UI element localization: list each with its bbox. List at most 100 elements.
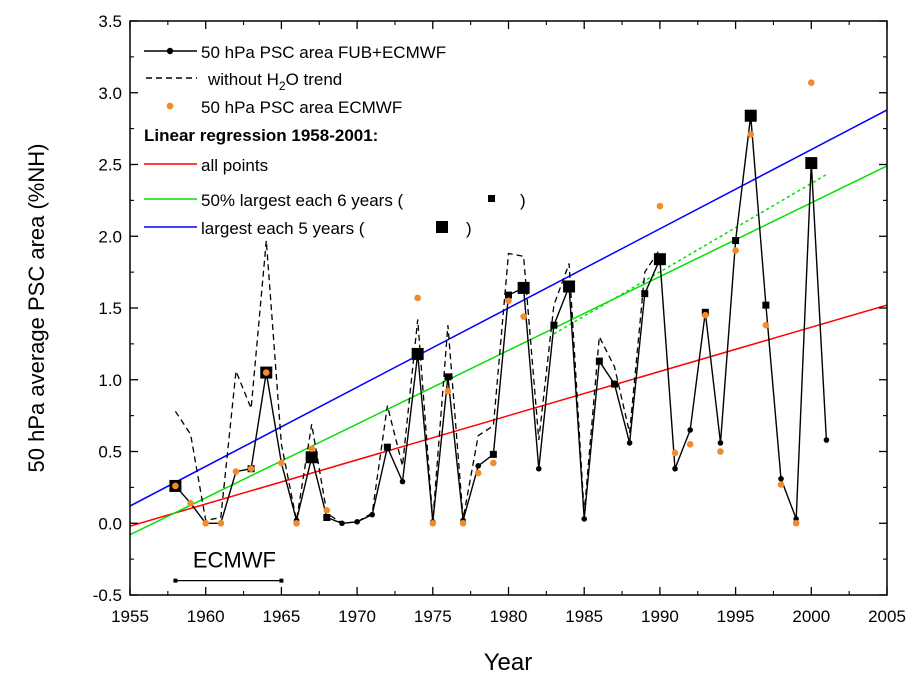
- ecmwf-point: [792, 519, 800, 527]
- legend-label-all-points: all points: [201, 156, 268, 175]
- largest6-marker: [323, 514, 331, 522]
- fub-point: [369, 511, 376, 518]
- legend-marker-ecmwf: [166, 102, 174, 110]
- x-tick-label-1975: 1975: [414, 607, 452, 626]
- fub-point: [672, 465, 678, 472]
- y-tick-label-0.5: 0.5: [98, 443, 122, 462]
- data-series: [169, 79, 830, 527]
- ecmwf-point: [656, 202, 664, 210]
- fub-point: [354, 519, 360, 525]
- largest6-marker: [610, 380, 618, 388]
- y-tick-label-2.0: 2.0: [98, 227, 122, 246]
- ecmwf-point: [444, 387, 452, 395]
- legend-label-largest5: largest each 5 years (: [201, 219, 365, 238]
- ecmwf-point: [490, 459, 497, 467]
- ecmwf-period-annotation: ECMWF: [173, 548, 284, 583]
- ecmwf-point: [702, 311, 709, 319]
- ecmwf-point: [459, 519, 467, 527]
- ecmwf-point: [747, 131, 755, 138]
- fub-point: [535, 465, 542, 472]
- y-axis-label: 50 hPa average PSC area (%NH): [24, 144, 49, 473]
- ecmwf-point: [187, 499, 194, 507]
- fub-point: [339, 520, 345, 527]
- x-tick-label-1985: 1985: [565, 607, 603, 626]
- legend: 50 hPa PSC area FUB+ECMWF without H2O tr…: [144, 43, 526, 238]
- regression-largest6: [130, 165, 887, 536]
- series-line-without-h2o-trend: [174, 240, 661, 524]
- ecmwf-point: [732, 247, 739, 254]
- ecmwf-point: [429, 519, 437, 527]
- x-axis-label: Year: [484, 649, 533, 676]
- ecmwf-point: [520, 313, 527, 320]
- ecmwf-point: [278, 459, 285, 467]
- ecmwf-point: [232, 468, 240, 475]
- ecmwf-point: [671, 449, 679, 457]
- largest5-marker: [517, 281, 530, 294]
- x-tick-label-1955: 1955: [111, 607, 149, 626]
- legend-marker-largest6: [488, 195, 495, 202]
- largest6-marker: [383, 443, 391, 451]
- legend-label-largest6-close: ): [520, 191, 526, 210]
- ecmwf-point: [172, 482, 179, 490]
- legend-marker-fub: [166, 47, 174, 55]
- ecmwf-period-start: [173, 578, 178, 583]
- legend-regression-title: Linear regression 1958-2001:: [144, 126, 378, 145]
- series-line-fub-ecmwf: [174, 115, 828, 525]
- largest6-marker: [762, 301, 770, 309]
- x-tick-label-1980: 1980: [490, 607, 528, 626]
- largest5-marker: [411, 347, 424, 360]
- largest5-marker: [305, 451, 318, 464]
- y-tick-label-1.5: 1.5: [98, 299, 122, 318]
- fub-point: [823, 437, 830, 443]
- ecmwf-point: [414, 294, 421, 302]
- largest6-marker: [550, 321, 558, 329]
- x-tick-label-1965: 1965: [262, 607, 300, 626]
- ecmwf-point: [323, 507, 331, 514]
- largest5-marker: [805, 157, 818, 170]
- fub-point: [687, 427, 693, 433]
- y-tick-label-0.0: 0.0: [98, 514, 122, 533]
- largest6-marker: [505, 291, 512, 299]
- x-axis: 1955 1960 1965 1970 1975 1980 1985 1990 1995 2000…: [111, 21, 906, 626]
- legend-label-largest6: 50% largest each 6 years (: [201, 191, 404, 210]
- ecmwf-point: [217, 519, 225, 527]
- ecmwf-point: [505, 297, 512, 305]
- y-tick-label--0.5: -0.5: [93, 586, 122, 605]
- ecmwf-annotation-label: ECMWF: [193, 548, 276, 573]
- largest6-marker: [444, 373, 452, 381]
- fub-point: [581, 516, 587, 522]
- fub-point: [475, 463, 482, 469]
- ecmwf-point: [262, 369, 270, 376]
- legend-label-fub: 50 hPa PSC area FUB+ECMWF: [201, 43, 446, 62]
- y-tick-label-1.0: 1.0: [98, 371, 122, 390]
- ecmwf-point: [777, 481, 785, 488]
- fub-point: [399, 478, 406, 485]
- legend-label-no-trend: without H2O trend: [207, 70, 342, 93]
- ecmwf-point: [308, 445, 315, 452]
- x-tick-label-1960: 1960: [187, 607, 225, 626]
- largest6-marker: [595, 357, 603, 365]
- ecmwf-point: [717, 448, 724, 455]
- largest6-marker: [732, 237, 740, 245]
- regression-all-points: [130, 304, 887, 527]
- ecmwf-point: [293, 519, 300, 527]
- ecmwf-point: [202, 519, 209, 527]
- legend-label-ecmwf: 50 hPa PSC area ECMWF: [201, 98, 402, 117]
- y-tick-label-2.5: 2.5: [98, 156, 122, 175]
- legend-label-largest5-close: ): [466, 219, 472, 238]
- largest5-marker: [563, 280, 576, 293]
- x-tick-label-2005: 2005: [868, 607, 906, 626]
- fub-point: [717, 440, 724, 446]
- largest6-marker: [489, 450, 497, 458]
- largest5-marker: [744, 109, 757, 122]
- ecmwf-point: [474, 469, 482, 477]
- ecmwf-point: [808, 79, 815, 87]
- x-tick-label-1995: 1995: [717, 607, 755, 626]
- largest6-marker: [641, 290, 649, 298]
- y-tick-label-3.5: 3.5: [98, 12, 122, 31]
- y-tick-label-3.0: 3.0: [98, 84, 122, 103]
- ecmwf-point: [247, 465, 255, 473]
- x-tick-label-1990: 1990: [641, 607, 679, 626]
- x-tick-label-1970: 1970: [338, 607, 376, 626]
